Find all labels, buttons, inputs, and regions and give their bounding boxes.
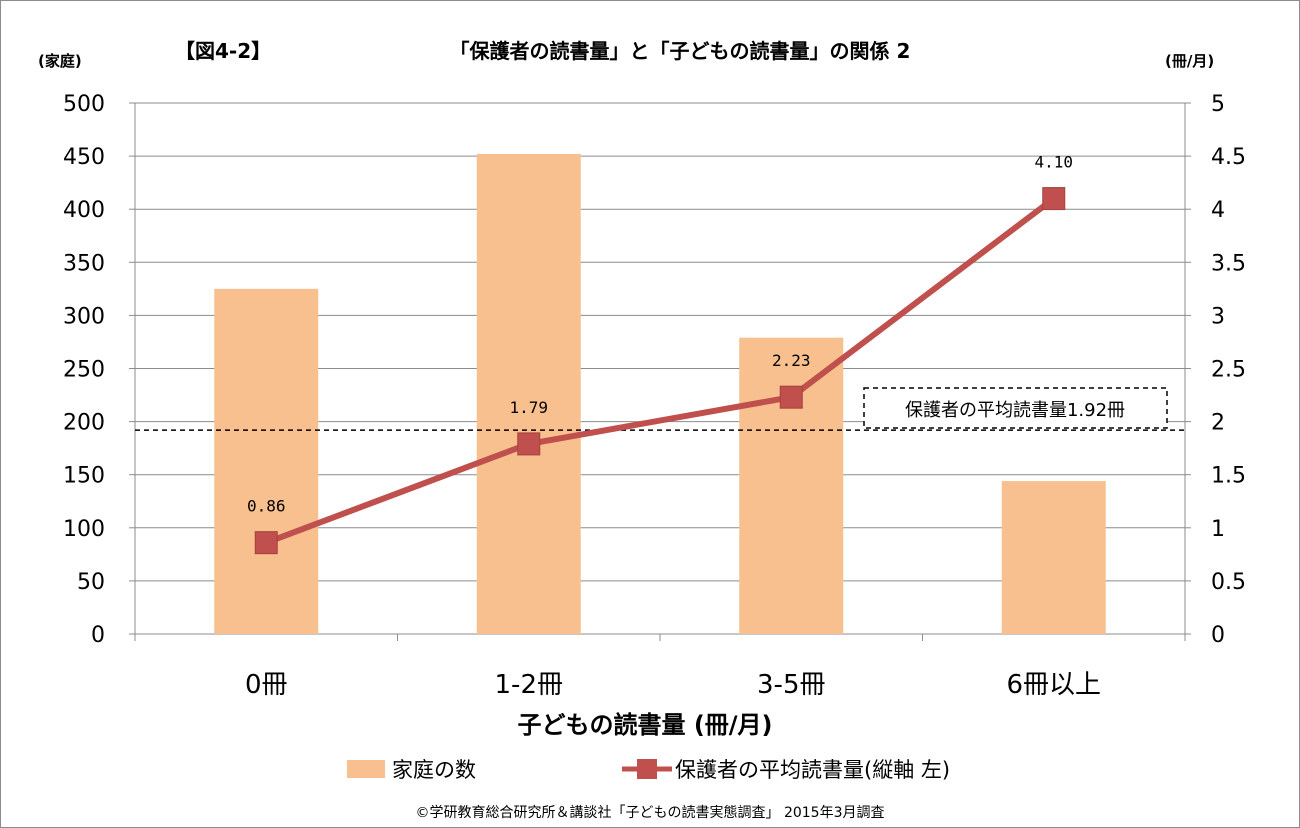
legend-bar-label: 家庭の数: [392, 758, 476, 782]
right-axis-unit: (冊/月): [1165, 52, 1214, 70]
x-tick-label: 6冊以上: [1006, 670, 1101, 700]
chart-title: 「保護者の読書量」と「子どもの読書量」の関係 2: [450, 39, 911, 63]
data-label: 2.23: [772, 351, 811, 370]
y-right-tick-label: 2: [1211, 411, 1225, 436]
y-left-tick-label: 150: [63, 464, 105, 489]
figure-label: 【図4-2】: [175, 39, 271, 63]
x-tick-label: 1-2冊: [495, 670, 563, 700]
bar-2: [739, 337, 844, 634]
y-right-tick-label: 1: [1211, 517, 1225, 542]
y-left-tick-label: 450: [63, 145, 105, 170]
plot-area: 0 50 100 150 200 250 300 350 400 450 500 0 0.5 1 1.5 2 2…: [63, 92, 1246, 700]
data-label: 4.10: [1034, 153, 1073, 172]
line-series: [265, 196, 1056, 546]
x-tick-label: 0冊: [245, 670, 288, 700]
legend-line-label: 保護者の平均読書量(縦軸 左): [675, 758, 950, 782]
line-point-0: [254, 531, 278, 555]
data-label: 0.86: [247, 497, 286, 516]
bar-1: [476, 153, 581, 634]
line-point-1: [517, 432, 541, 456]
y-right-tick-label: 4.5: [1211, 145, 1246, 170]
y-left-tick-label: 0: [91, 623, 105, 648]
y-right-tick-label: 3.5: [1211, 251, 1246, 276]
reference-label: 保護者の平均読書量1.92冊: [905, 400, 1125, 421]
y-left-tick-label: 200: [63, 411, 105, 436]
y-right-tick-label: 0: [1211, 623, 1225, 648]
x-axis-title: 子どもの読書量 (冊/月): [517, 711, 772, 739]
legend-bar-swatch: [347, 760, 385, 778]
y-right-tick-label: 0.5: [1211, 570, 1246, 595]
y-left-tick-label: 100: [63, 517, 105, 542]
y-left-tick-label: 400: [63, 198, 105, 223]
bar-3: [1001, 481, 1106, 634]
y-left-tick-label: 500: [63, 92, 105, 117]
legend-line-marker: [637, 759, 657, 779]
line-point-2: [779, 385, 803, 409]
line-point-3: [1042, 187, 1066, 211]
y-left-tick-label: 350: [63, 251, 105, 276]
left-axis-unit: (家庭): [38, 52, 82, 70]
reference-label-box: [863, 387, 1168, 429]
y-right-tick-label: 4: [1211, 198, 1225, 223]
bar-0: [214, 288, 319, 634]
y-right-tick-label: 3: [1211, 304, 1225, 329]
legend: 家庭の数 保護者の平均読書量(縦軸 左): [347, 758, 950, 782]
y-left-tick-label: 250: [63, 358, 105, 383]
y-left-tick-label: 50: [77, 570, 105, 595]
data-label: 1.79: [509, 398, 548, 417]
y-right-tick-label: 5: [1211, 92, 1225, 117]
y-right-tick-label: 1.5: [1211, 464, 1246, 489]
y-left-tick-label: 300: [63, 304, 105, 329]
y-right-tick-label: 2.5: [1211, 358, 1246, 383]
x-tick-label: 3-5冊: [757, 670, 825, 700]
source-note: ©学研教育総合研究所＆講談社「子どもの読書実態調査」 2015年3月調査: [416, 804, 885, 821]
